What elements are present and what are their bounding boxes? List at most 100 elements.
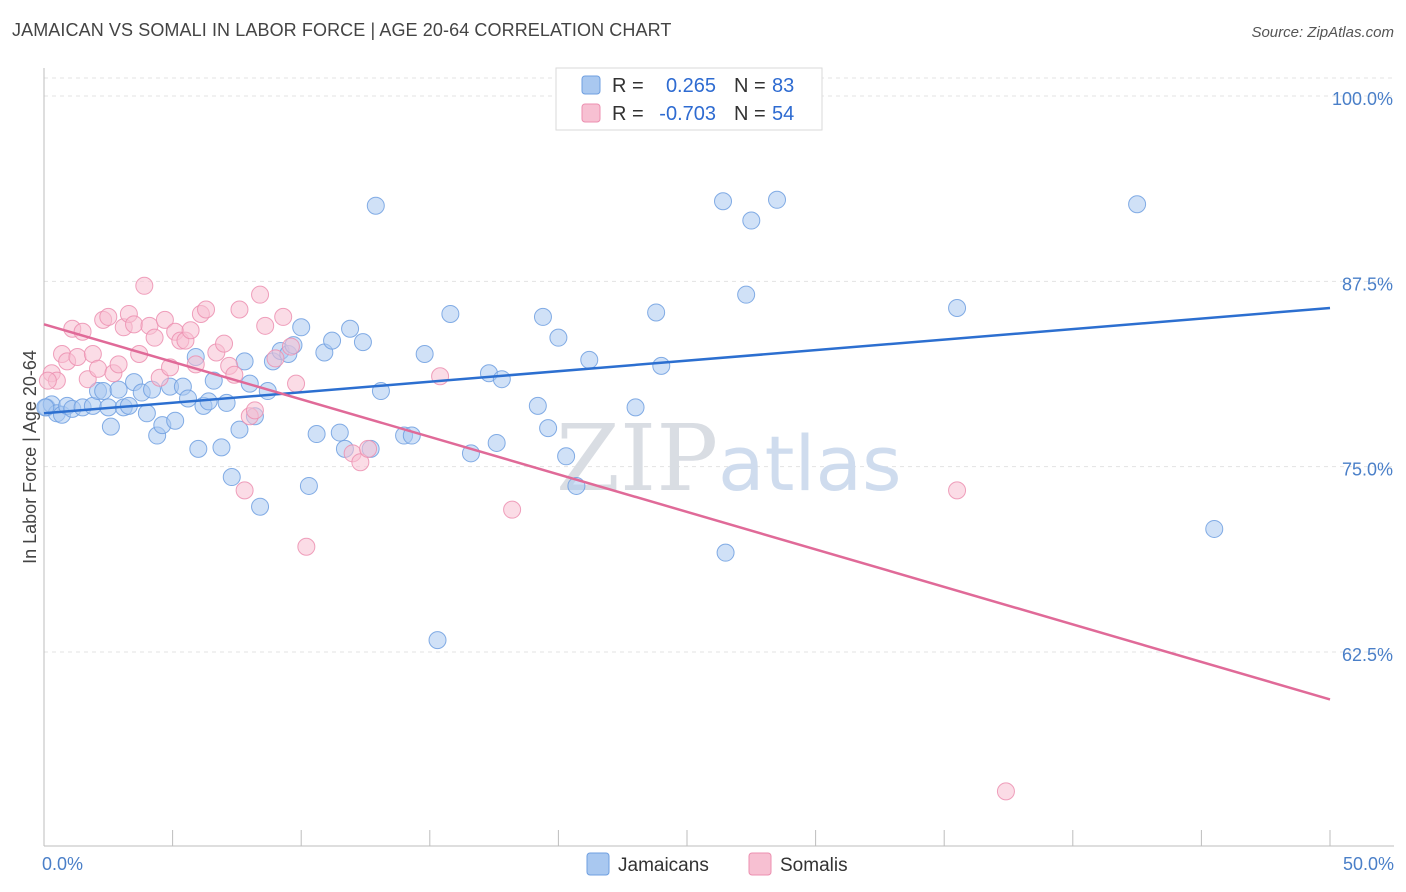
legend-n-label-1: N = (734, 75, 766, 97)
point-somalis-43 (281, 337, 300, 356)
x-tick-label-min: 0.0% (42, 854, 83, 874)
point-jamaicans-81 (1205, 519, 1224, 538)
point-jamaicans-50 (341, 319, 360, 338)
point-somalis-36 (235, 481, 254, 500)
point-jamaicans-51 (353, 333, 372, 352)
legend-r-value-2: -0.703 (659, 103, 716, 125)
point-jamaicans-76 (737, 285, 756, 304)
point-somalis-20 (145, 328, 164, 347)
point-jamaicans-78 (768, 190, 787, 209)
point-somalis-16 (125, 315, 144, 334)
point-jamaicans-47 (323, 331, 342, 350)
point-somalis-39 (251, 285, 270, 304)
point-somalis-35 (230, 300, 249, 319)
x-ticks (43, 830, 1331, 846)
point-jamaicans-79 (948, 299, 967, 318)
point-jamaicans-58 (428, 631, 447, 650)
point-jamaicans-68 (557, 447, 576, 466)
point-jamaicans-33 (230, 420, 249, 439)
bottom-legend-swatch-somalis (748, 852, 772, 876)
legend-swatch-jamaicans (581, 75, 601, 95)
point-jamaicans-80 (1128, 195, 1147, 214)
point-jamaicans-71 (626, 398, 645, 417)
point-jamaicans-67 (549, 328, 568, 347)
point-jamaicans-24 (179, 389, 198, 408)
watermark-zip: ZIP (556, 405, 718, 512)
point-jamaicans-22 (166, 411, 185, 430)
point-jamaicans-44 (299, 476, 318, 495)
y-tick-label: 87.5% (1342, 274, 1393, 294)
point-somalis-50 (503, 500, 522, 519)
point-jamaicans-63 (492, 370, 511, 389)
legend-r-value-1: 0.265 (666, 75, 716, 97)
y-tick-label: 62.5% (1342, 645, 1393, 665)
point-somalis-32 (215, 334, 234, 353)
point-jamaicans-12 (109, 380, 128, 399)
point-jamaicans-77 (742, 211, 761, 230)
point-jamaicans-72 (647, 303, 666, 322)
y-tick-labels: 100.0% 87.5% 75.0% 62.5% (1332, 89, 1393, 665)
watermark: ZIP atlas (556, 405, 902, 512)
point-somalis-5 (68, 347, 87, 366)
point-jamaicans-45 (307, 425, 326, 444)
bottom-legend-label-somalis: Somalis (780, 855, 848, 876)
point-somalis-45 (297, 537, 316, 556)
chart-title: JAMAICAN VS SOMALI IN LABOR FORCE | AGE … (12, 20, 672, 40)
legend-swatch-somalis (581, 103, 601, 123)
point-jamaicans-64 (528, 396, 547, 415)
point-jamaicans-53 (366, 196, 385, 215)
point-somalis-41 (266, 349, 285, 368)
point-somalis-13 (109, 355, 128, 374)
point-somalis-52 (996, 782, 1015, 801)
point-jamaicans-37 (251, 497, 270, 516)
point-somalis-40 (256, 316, 275, 335)
point-jamaicans-11 (101, 417, 120, 436)
point-jamaicans-17 (137, 404, 156, 423)
legend-r-label-1: R = (612, 75, 644, 97)
point-somalis-44 (287, 374, 306, 393)
trend-lines (43, 306, 1331, 701)
x-tick-label-max: 50.0% (1343, 854, 1394, 874)
point-jamaicans-29 (204, 371, 223, 390)
top-legend: R = 0.265 N = 83 R = -0.703 N = 54 (555, 67, 823, 131)
legend-n-label-2: N = (734, 103, 766, 125)
point-jamaicans-75 (714, 192, 733, 211)
point-somalis-42 (274, 307, 293, 326)
bottom-legend-swatch-jamaicans (586, 852, 610, 876)
point-somalis-22 (155, 310, 174, 329)
point-jamaicans-30 (212, 438, 231, 457)
y-tick-label: 75.0% (1342, 460, 1393, 480)
y-tick-label: 100.0% (1332, 89, 1393, 109)
point-jamaicans-26 (189, 439, 208, 458)
point-jamaicans-59 (441, 304, 460, 323)
point-somalis-51 (948, 481, 967, 500)
point-jamaicans-57 (415, 344, 434, 363)
legend-n-value-1: 83 (772, 75, 794, 97)
point-somalis-38 (245, 401, 264, 420)
point-somalis-53 (38, 371, 57, 390)
bottom-legend: Jamaicans Somalis (586, 852, 848, 876)
source-label: Source: ZipAtlas.com (1251, 24, 1394, 41)
trend-line-somalis (43, 323, 1331, 701)
y-axis-label: In Labor Force | Age 20-64 (20, 350, 40, 564)
point-somalis-30 (197, 300, 216, 319)
trend-line-jamaicans (43, 306, 1331, 415)
point-somalis-18 (135, 276, 154, 295)
watermark-atlas: atlas (718, 419, 902, 508)
point-jamaicans-70 (580, 350, 599, 369)
point-jamaicans-74 (716, 543, 735, 562)
point-jamaicans-9 (94, 382, 113, 401)
point-jamaicans-66 (539, 419, 558, 438)
axes (43, 68, 1394, 847)
point-jamaicans-32 (222, 468, 241, 487)
point-jamaicans-62 (487, 433, 506, 452)
bottom-legend-label-jamaicans: Jamaicans (618, 855, 709, 876)
point-somalis-11 (99, 307, 118, 326)
point-somalis-48 (359, 439, 378, 458)
point-somalis-27 (181, 321, 200, 340)
point-somalis-9 (89, 359, 108, 378)
legend-r-label-2: R = (612, 103, 644, 125)
point-somalis-47 (351, 453, 370, 472)
point-jamaicans-65 (533, 307, 552, 326)
